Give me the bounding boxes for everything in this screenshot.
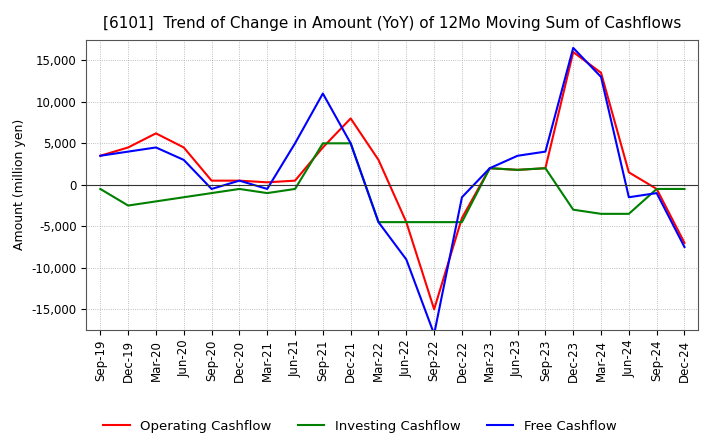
Free Cashflow xyxy=(680,244,689,249)
Investing Cashflow xyxy=(680,186,689,191)
Investing Cashflow xyxy=(430,220,438,225)
Investing Cashflow xyxy=(541,165,550,171)
Investing Cashflow xyxy=(346,141,355,146)
Operating Cashflow xyxy=(402,220,410,225)
Operating Cashflow xyxy=(597,70,606,75)
Free Cashflow xyxy=(624,194,633,200)
Operating Cashflow xyxy=(569,49,577,55)
Free Cashflow xyxy=(179,157,188,162)
Operating Cashflow xyxy=(680,240,689,246)
Operating Cashflow xyxy=(263,180,271,185)
Title: [6101]  Trend of Change in Amount (YoY) of 12Mo Moving Sum of Cashflows: [6101] Trend of Change in Amount (YoY) o… xyxy=(103,16,682,32)
Investing Cashflow xyxy=(235,186,243,191)
Free Cashflow xyxy=(318,91,327,96)
Investing Cashflow xyxy=(402,220,410,225)
Investing Cashflow xyxy=(207,191,216,196)
Operating Cashflow xyxy=(374,157,383,162)
Free Cashflow xyxy=(513,153,522,158)
Free Cashflow xyxy=(374,220,383,225)
Operating Cashflow xyxy=(207,178,216,183)
Free Cashflow xyxy=(569,45,577,51)
Investing Cashflow xyxy=(597,211,606,216)
Investing Cashflow xyxy=(513,167,522,172)
Investing Cashflow xyxy=(124,203,132,208)
Investing Cashflow xyxy=(96,186,104,191)
Free Cashflow xyxy=(541,149,550,154)
Free Cashflow xyxy=(458,194,467,200)
Free Cashflow xyxy=(430,331,438,337)
Free Cashflow xyxy=(346,141,355,146)
Operating Cashflow xyxy=(235,178,243,183)
Investing Cashflow xyxy=(291,186,300,191)
Investing Cashflow xyxy=(318,141,327,146)
Free Cashflow xyxy=(124,149,132,154)
Investing Cashflow xyxy=(485,165,494,171)
Line: Free Cashflow: Free Cashflow xyxy=(100,48,685,334)
Operating Cashflow xyxy=(346,116,355,121)
Investing Cashflow xyxy=(179,194,188,200)
Operating Cashflow xyxy=(124,145,132,150)
Operating Cashflow xyxy=(652,186,661,191)
Free Cashflow xyxy=(485,165,494,171)
Free Cashflow xyxy=(402,257,410,262)
Investing Cashflow xyxy=(569,207,577,213)
Operating Cashflow xyxy=(96,153,104,158)
Free Cashflow xyxy=(291,141,300,146)
Free Cashflow xyxy=(652,191,661,196)
Free Cashflow xyxy=(263,186,271,191)
Operating Cashflow xyxy=(318,145,327,150)
Operating Cashflow xyxy=(179,145,188,150)
Free Cashflow xyxy=(96,153,104,158)
Free Cashflow xyxy=(207,186,216,191)
Line: Operating Cashflow: Operating Cashflow xyxy=(100,52,685,309)
Operating Cashflow xyxy=(624,170,633,175)
Operating Cashflow xyxy=(430,307,438,312)
Investing Cashflow xyxy=(652,186,661,191)
Y-axis label: Amount (million yen): Amount (million yen) xyxy=(13,119,26,250)
Operating Cashflow xyxy=(485,165,494,171)
Operating Cashflow xyxy=(152,131,161,136)
Operating Cashflow xyxy=(291,178,300,183)
Free Cashflow xyxy=(597,74,606,80)
Operating Cashflow xyxy=(541,165,550,171)
Investing Cashflow xyxy=(374,220,383,225)
Free Cashflow xyxy=(152,145,161,150)
Operating Cashflow xyxy=(458,215,467,220)
Free Cashflow xyxy=(235,178,243,183)
Legend: Operating Cashflow, Investing Cashflow, Free Cashflow: Operating Cashflow, Investing Cashflow, … xyxy=(98,414,622,438)
Investing Cashflow xyxy=(152,199,161,204)
Investing Cashflow xyxy=(458,220,467,225)
Operating Cashflow xyxy=(513,167,522,172)
Investing Cashflow xyxy=(624,211,633,216)
Line: Investing Cashflow: Investing Cashflow xyxy=(100,143,685,222)
Investing Cashflow xyxy=(263,191,271,196)
